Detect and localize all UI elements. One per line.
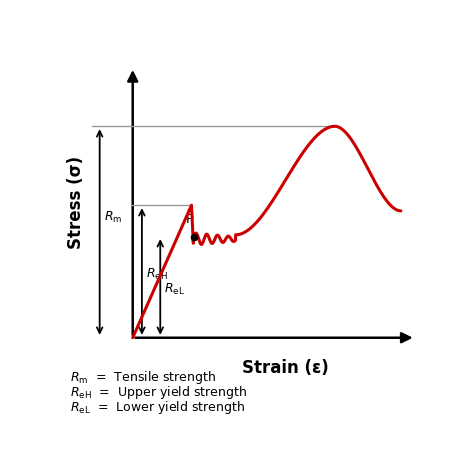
Text: $R_{\mathrm{eH}}$: $R_{\mathrm{eH}}$ [146, 267, 167, 282]
Text: $R_{\mathrm{eH}}$  =  Upper yield strength: $R_{\mathrm{eH}}$ = Upper yield strength [70, 384, 247, 401]
Text: Stress (σ): Stress (σ) [67, 156, 85, 249]
Text: P: P [185, 213, 193, 226]
Text: $R_{\mathrm{eL}}$: $R_{\mathrm{eL}}$ [164, 282, 185, 297]
Text: $R_{\mathrm{m}}$: $R_{\mathrm{m}}$ [104, 210, 122, 226]
Text: $R_{\mathrm{eL}}$  =  Lower yield strength: $R_{\mathrm{eL}}$ = Lower yield strength [70, 399, 246, 416]
Text: $R_{\mathrm{m}}$  =  Tensile strength: $R_{\mathrm{m}}$ = Tensile strength [70, 369, 217, 386]
Text: Strain (ε): Strain (ε) [242, 359, 328, 377]
